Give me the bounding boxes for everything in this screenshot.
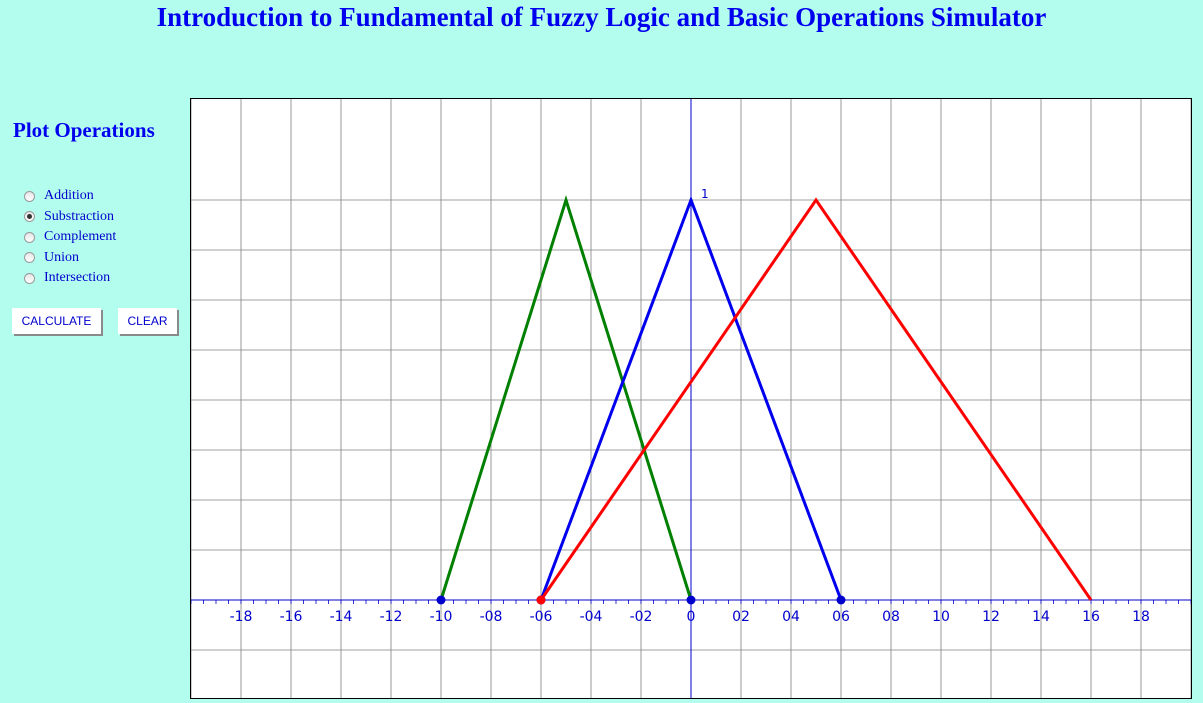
plot-operations-title: Plot Operations — [13, 118, 155, 142]
y-peak-label: 1 — [701, 187, 709, 201]
fuzzy-chart: -18 -16 -14 -12 -10 -08 -06 -04 -02 0 02 04 06 08 10 12… — [191, 99, 1191, 698]
x-tick-label: -02 — [630, 609, 653, 625]
operation-complement-label: Complement — [44, 229, 117, 245]
radio-addition[interactable] — [24, 190, 35, 202]
radio-union[interactable] — [24, 252, 35, 264]
x-tick-label: -18 — [230, 609, 253, 625]
operation-union[interactable]: Union — [24, 248, 116, 269]
x-tick-label: 10 — [932, 609, 950, 625]
x-tick-label: 18 — [1132, 609, 1150, 625]
x-tick-label: 12 — [982, 609, 1000, 625]
operation-addition-label: Addition — [44, 188, 94, 204]
x-tick-label: 06 — [832, 609, 850, 625]
x-tick-label: -14 — [330, 609, 353, 625]
series-line-3 — [539, 197, 1093, 601]
x-tick-label: 08 — [882, 609, 900, 625]
radio-complement[interactable] — [24, 231, 35, 243]
x-tick-label: -04 — [580, 609, 603, 625]
series-line-2 — [539, 195, 843, 601]
points-layer — [436, 595, 846, 605]
x-tick-label: 0 — [687, 609, 696, 625]
operation-intersection[interactable]: Intersection — [24, 268, 116, 289]
plot-area: -18 -16 -14 -12 -10 -08 -06 -04 -02 0 02 04 06 08 10 12… — [190, 98, 1192, 699]
x-tick-label: 02 — [732, 609, 750, 625]
x-tick-label: 14 — [1032, 609, 1050, 625]
operation-union-label: Union — [44, 249, 79, 265]
x-tick-label: -16 — [280, 609, 303, 625]
tick-labels: -18 -16 -14 -12 -10 -08 -06 -04 -02 0 02 04 06 08 10 12… — [230, 187, 1150, 625]
data-point — [436, 595, 446, 605]
operation-substraction-label: Substraction — [44, 208, 114, 224]
radio-intersection[interactable] — [24, 272, 35, 284]
radio-substraction[interactable] — [24, 211, 35, 223]
x-tick-label: 16 — [1082, 609, 1100, 625]
series-layer — [439, 194, 1093, 601]
data-point — [536, 595, 546, 605]
operations-radio-group: Addition Substraction Complement Union I… — [24, 186, 116, 289]
series-line-1 — [439, 194, 693, 601]
data-point — [686, 595, 696, 605]
page-title: Introduction to Fundamental of Fuzzy Log… — [156, 2, 1047, 32]
data-point — [836, 595, 846, 605]
x-tick-label: -10 — [430, 609, 453, 625]
x-tick-label: -06 — [530, 609, 553, 625]
operation-addition[interactable]: Addition — [24, 186, 116, 207]
clear-button[interactable]: CLEAR — [118, 308, 177, 334]
x-tick-label: -12 — [380, 609, 403, 625]
operation-complement[interactable]: Complement — [24, 227, 116, 248]
x-tick-label: -08 — [480, 609, 503, 625]
operation-substraction[interactable]: Substraction — [24, 207, 116, 228]
x-tick-label: 04 — [782, 609, 800, 625]
calculate-button[interactable]: CALCULATE — [12, 308, 101, 334]
operation-intersection-label: Intersection — [44, 270, 111, 286]
